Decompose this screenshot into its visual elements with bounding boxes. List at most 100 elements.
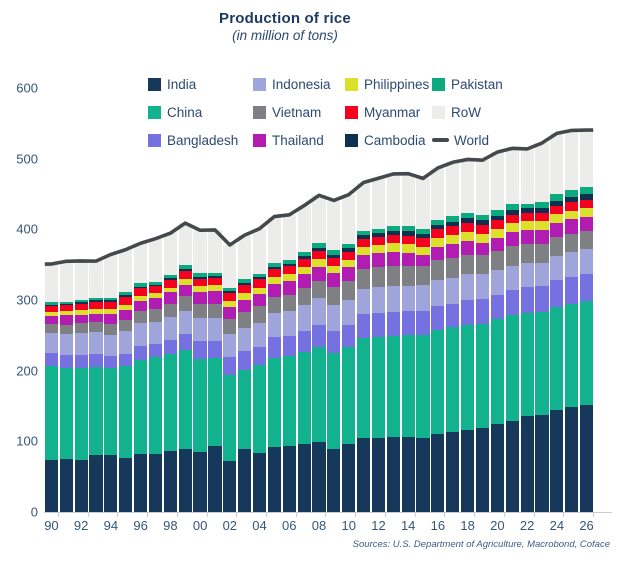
- bar-segment-indonesia: [44, 332, 58, 354]
- bar-segment-myanmar: [193, 278, 207, 287]
- legend-item-china[interactable]: China: [148, 105, 253, 120]
- bar-segment-vietnam: [267, 296, 281, 313]
- bar-segment-india: [104, 454, 118, 512]
- bar-2016: [431, 168, 445, 512]
- bar-segment-bangladesh: [431, 305, 445, 331]
- bar-segment-china: [386, 335, 400, 437]
- bar-segment-myanmar: [178, 270, 192, 280]
- bar-segment-myanmar: [59, 305, 73, 312]
- bar-segment-philippines: [520, 221, 534, 230]
- bar-segment-indonesia: [505, 265, 519, 290]
- bar-segment-philippines: [267, 276, 281, 284]
- x-axis-label: 08: [311, 518, 327, 533]
- legend-item-myanmar[interactable]: Myanmar: [345, 105, 432, 120]
- bar-segment-china: [163, 353, 177, 452]
- y-axis-label: 0: [30, 504, 38, 520]
- bar-segment-vietnam: [416, 265, 430, 286]
- bar-segment-cambodia: [193, 276, 207, 279]
- bar-segment-philippines: [59, 311, 73, 316]
- bar-segment-pakistan: [223, 288, 237, 292]
- bar-segment-vietnam: [475, 255, 490, 275]
- bar-segment-myanmar: [579, 199, 594, 208]
- bar-segment-china: [74, 368, 88, 461]
- bar-segment-thailand: [163, 292, 177, 304]
- bar-segment-china: [252, 364, 267, 454]
- bar-segment-row: [238, 235, 252, 280]
- bar-segment-row: [208, 230, 222, 274]
- bar-segment-thailand: [520, 229, 534, 245]
- bar-segment-bangladesh: [357, 314, 371, 339]
- bar-segment-india: [371, 437, 386, 512]
- bar-1990: [44, 264, 58, 512]
- bar-segment-thailand: [579, 216, 594, 231]
- legend-item-row[interactable]: RoW: [432, 105, 522, 120]
- bar-segment-india: [475, 427, 490, 512]
- bar-segment-india: [208, 446, 222, 512]
- bar-segment-india: [134, 454, 148, 512]
- y-axis-label: 200: [16, 363, 38, 379]
- bar-segment-bangladesh: [371, 312, 386, 337]
- bar-segment-thailand: [342, 266, 356, 282]
- bar-segment-indonesia: [431, 279, 445, 306]
- bar-segment-pakistan: [74, 300, 88, 303]
- bar-segment-philippines: [371, 245, 386, 254]
- legend-swatch-pakistan: [432, 77, 445, 91]
- bar-segment-indonesia: [163, 317, 177, 340]
- legend-item-philippines[interactable]: Philippines: [345, 77, 432, 92]
- bar-segment-indonesia: [475, 274, 490, 299]
- bar-segment-pakistan: [119, 292, 133, 296]
- bar-segment-myanmar: [431, 229, 445, 239]
- bar-segment-row: [461, 159, 475, 214]
- bar-segment-row: [282, 214, 296, 260]
- bar-segment-philippines: [148, 293, 163, 299]
- bar-segment-china: [446, 327, 460, 433]
- bar-segment-cambodia: [89, 300, 103, 302]
- legend-item-india[interactable]: India: [148, 77, 253, 92]
- bar-segment-thailand: [104, 314, 118, 324]
- bar-segment-myanmar: [416, 238, 430, 247]
- bar-segment-cambodia: [267, 266, 281, 270]
- bar-2013: [386, 174, 400, 512]
- chart-plot: [44, 88, 594, 512]
- bar-segment-cambodia: [208, 275, 222, 278]
- x-axis-label: 90: [44, 518, 59, 533]
- bar-segment-thailand: [550, 222, 564, 238]
- x-axis-line: [44, 512, 612, 513]
- bar-segment-vietnam: [535, 244, 549, 263]
- legend-item-indonesia[interactable]: Indonesia: [253, 77, 345, 92]
- bar-1998: [163, 233, 177, 512]
- bar-segment-row: [148, 238, 163, 282]
- bar-segment-pakistan: [252, 273, 267, 278]
- bar-segment-vietnam: [446, 258, 460, 278]
- bar-segment-india: [148, 453, 163, 512]
- bar-1992: [74, 260, 88, 512]
- bar-2018: [461, 159, 475, 512]
- bar-segment-thailand: [416, 254, 430, 266]
- bar-segment-myanmar: [550, 205, 564, 215]
- bar-segment-vietnam: [44, 324, 58, 333]
- bar-segment-china: [327, 352, 341, 450]
- bar-segment-india: [312, 441, 326, 512]
- bar-segment-indonesia: [327, 304, 341, 331]
- bar-segment-cambodia: [223, 291, 237, 294]
- bar-segment-myanmar: [44, 305, 58, 312]
- bar-segment-vietnam: [193, 303, 207, 319]
- bar-segment-china: [282, 356, 296, 446]
- legend-item-pakistan[interactable]: Pakistan: [432, 77, 522, 92]
- bar-segment-china: [312, 347, 326, 442]
- bar-2025: [565, 130, 579, 512]
- legend-item-vietnam[interactable]: Vietnam: [253, 105, 345, 120]
- bar-segment-vietnam: [357, 269, 371, 289]
- bar-segment-china: [520, 312, 534, 417]
- x-axis-tick: [57, 513, 59, 517]
- bar-segment-vietnam: [148, 309, 163, 322]
- bar-segment-myanmar: [282, 266, 296, 275]
- bar-segment-india: [446, 432, 460, 512]
- bar-segment-myanmar: [297, 258, 311, 267]
- bar-segment-cambodia: [148, 284, 163, 287]
- bar-segment-myanmar: [386, 234, 400, 244]
- x-axis-tick: [265, 513, 267, 517]
- bar-segment-indonesia: [134, 322, 148, 347]
- bar-segment-indonesia: [238, 327, 252, 352]
- bar-segment-india: [461, 429, 475, 512]
